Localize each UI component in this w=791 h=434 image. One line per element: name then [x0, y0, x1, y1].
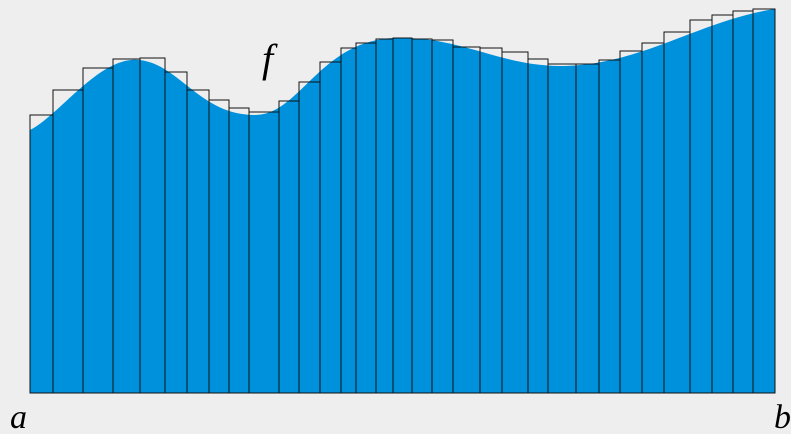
upper-sum-rectangles — [29, 8, 776, 394]
left-bound-label: a — [10, 399, 27, 434]
right-bound-label: b — [774, 399, 791, 434]
area-under-curve — [30, 9, 775, 393]
rectangle — [752, 8, 776, 394]
